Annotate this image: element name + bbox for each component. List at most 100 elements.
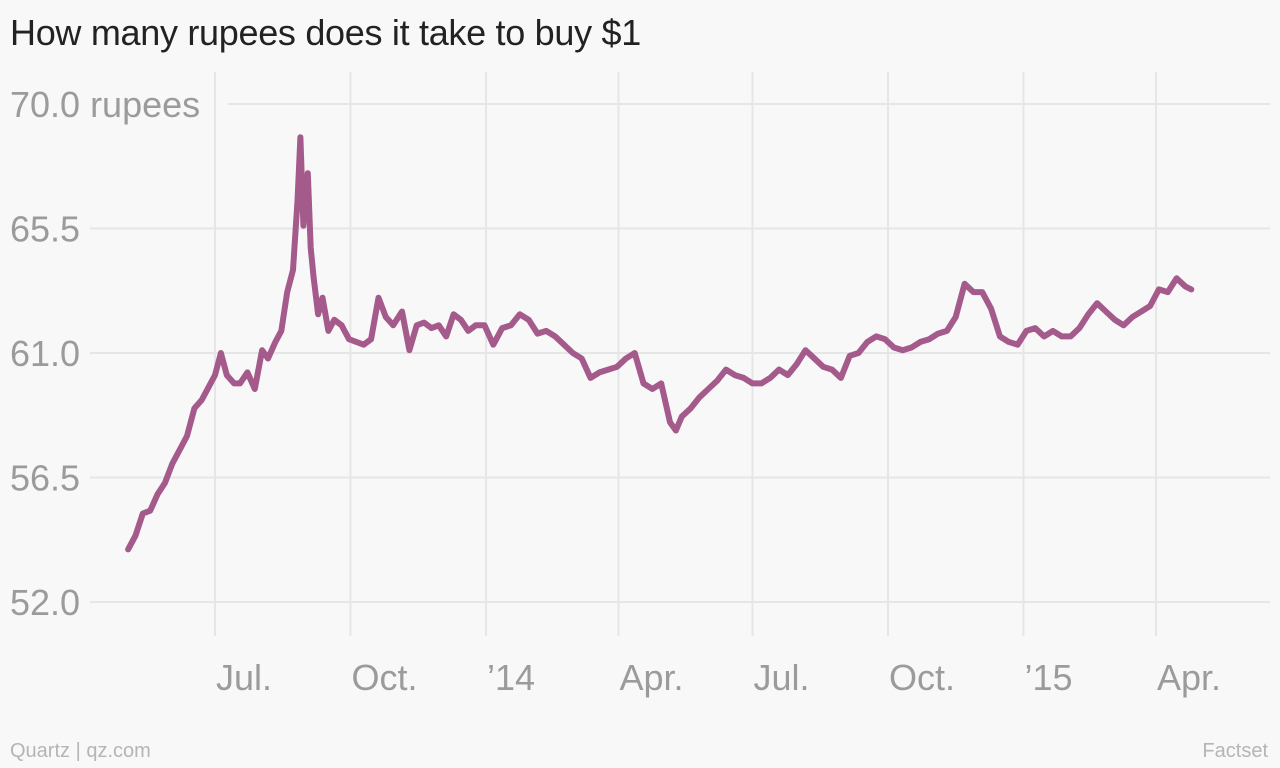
data-point <box>589 376 592 380</box>
data-point <box>1069 334 1073 338</box>
data-point <box>1104 310 1108 313</box>
data-point <box>910 346 913 349</box>
y-tick-label: 70.0 rupees <box>10 84 200 125</box>
data-point <box>998 334 1002 338</box>
data-point <box>491 343 495 347</box>
data-point <box>279 329 283 333</box>
data-point <box>178 448 182 452</box>
data-point <box>141 512 145 515</box>
data-point <box>892 346 896 349</box>
data-point <box>759 381 763 385</box>
x-tick-label: Jul. <box>216 657 272 698</box>
data-point <box>954 315 958 319</box>
data-point <box>213 373 217 377</box>
data-point <box>309 246 313 250</box>
data-point <box>777 368 781 372</box>
data-point <box>795 362 799 366</box>
y-axis-tick-labels: 52.0 56.5 61.0 65.5 70.0 rupees <box>10 84 200 623</box>
data-point <box>1095 301 1099 305</box>
data-point <box>839 376 843 380</box>
data-point <box>430 326 433 330</box>
data-point <box>260 348 264 352</box>
data-point <box>786 373 790 377</box>
data-point <box>1016 343 1020 347</box>
data-point <box>1051 329 1055 333</box>
data-point <box>804 348 807 352</box>
vertical-gridlines <box>214 72 1157 636</box>
data-point <box>192 406 196 410</box>
data-point <box>1148 304 1152 308</box>
data-point <box>1157 287 1161 291</box>
data-point <box>927 337 931 341</box>
data-point <box>1189 287 1193 291</box>
data-point <box>134 534 137 538</box>
data-point <box>1060 334 1064 338</box>
data-point <box>273 340 277 344</box>
x-tick-label: Jul. <box>754 657 810 698</box>
x-tick-label: Oct. <box>351 657 417 698</box>
data-point <box>812 357 816 360</box>
data-point <box>715 379 719 383</box>
data-point <box>285 290 289 294</box>
data-point <box>238 381 242 385</box>
data-point <box>689 406 693 410</box>
data-point <box>674 429 678 432</box>
data-point <box>362 343 366 347</box>
data-point <box>391 323 395 327</box>
data-point <box>312 276 316 280</box>
data-point <box>245 370 249 374</box>
data-point <box>163 481 167 485</box>
data-point <box>459 318 463 322</box>
data-point <box>527 318 531 322</box>
data-point <box>883 337 887 341</box>
data-point <box>444 334 448 338</box>
data-point <box>384 315 388 319</box>
data-point <box>698 395 701 399</box>
data-point <box>500 326 504 330</box>
y-tick-label: 65.5 <box>10 209 80 250</box>
data-point <box>1024 329 1028 333</box>
data-point <box>1077 326 1081 330</box>
x-tick-label: Apr. <box>1157 657 1221 698</box>
data-point <box>848 354 852 358</box>
data-point <box>126 547 130 551</box>
data-point <box>301 224 305 228</box>
data-point <box>377 296 380 300</box>
data-point <box>148 509 152 513</box>
data-point <box>1122 323 1126 327</box>
data-point <box>936 332 940 336</box>
data-point <box>422 321 426 325</box>
data-point <box>1033 326 1037 330</box>
data-point <box>1113 318 1117 322</box>
x-axis-tick-labels: Jul. Oct. ’14 Apr. Jul. Oct. ’15 Apr. <box>216 657 1221 698</box>
data-point <box>474 323 478 327</box>
data-point <box>1139 310 1143 313</box>
data-point <box>597 370 601 374</box>
data-point <box>298 135 302 139</box>
data-point <box>466 329 470 333</box>
data-point <box>650 387 654 391</box>
data-point <box>706 387 710 391</box>
data-point <box>1130 315 1134 319</box>
data-point <box>483 323 486 327</box>
data-point <box>1184 285 1187 289</box>
data-point <box>1007 340 1011 344</box>
data-point <box>724 368 728 372</box>
data-point <box>296 199 299 203</box>
data-point <box>253 387 257 391</box>
y-tick-label: 61.0 <box>10 333 80 374</box>
data-point <box>1175 276 1179 280</box>
data-point <box>291 268 295 272</box>
data-point <box>544 329 548 333</box>
x-tick-label: ’15 <box>1024 657 1072 698</box>
data-point <box>326 329 330 333</box>
data-point <box>536 332 539 336</box>
data-point <box>830 368 834 372</box>
x-tick-label: Apr. <box>619 657 683 698</box>
data-point <box>518 312 522 316</box>
data-point <box>1166 290 1170 294</box>
data-point <box>821 365 825 369</box>
data-point <box>580 357 584 360</box>
data-point <box>865 340 869 344</box>
